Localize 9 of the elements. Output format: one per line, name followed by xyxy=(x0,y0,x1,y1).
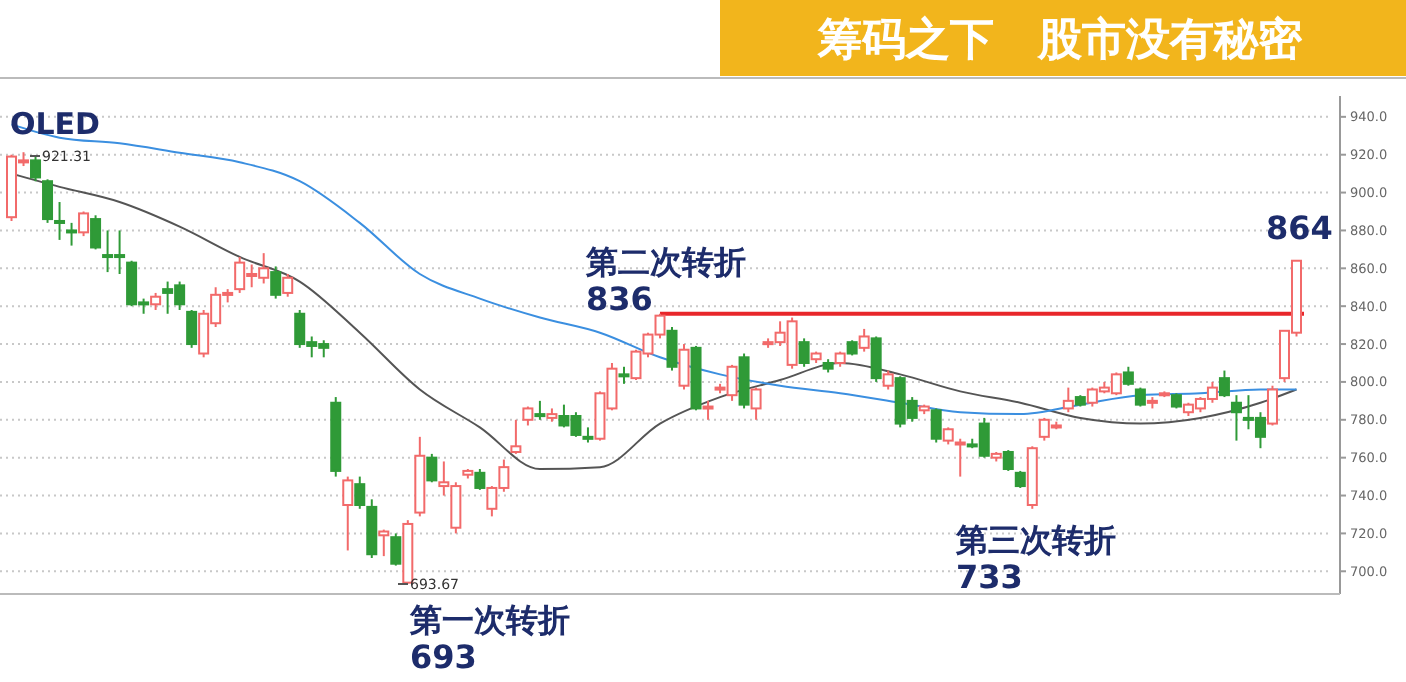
chart-subtitle: 筹码之下 股市没有秘密 xyxy=(816,14,1304,66)
annotation: 第三次转折 733 xyxy=(954,521,1116,596)
annotation: 864 xyxy=(1266,209,1333,248)
text: 第一次转折 693 xyxy=(408,601,570,676)
candlestick xyxy=(330,396,342,478)
chart-title: OLED xyxy=(10,106,101,142)
candlestick xyxy=(54,201,66,241)
annotation: 第二次转折 836 xyxy=(584,243,746,318)
candlestick xyxy=(1230,394,1242,442)
